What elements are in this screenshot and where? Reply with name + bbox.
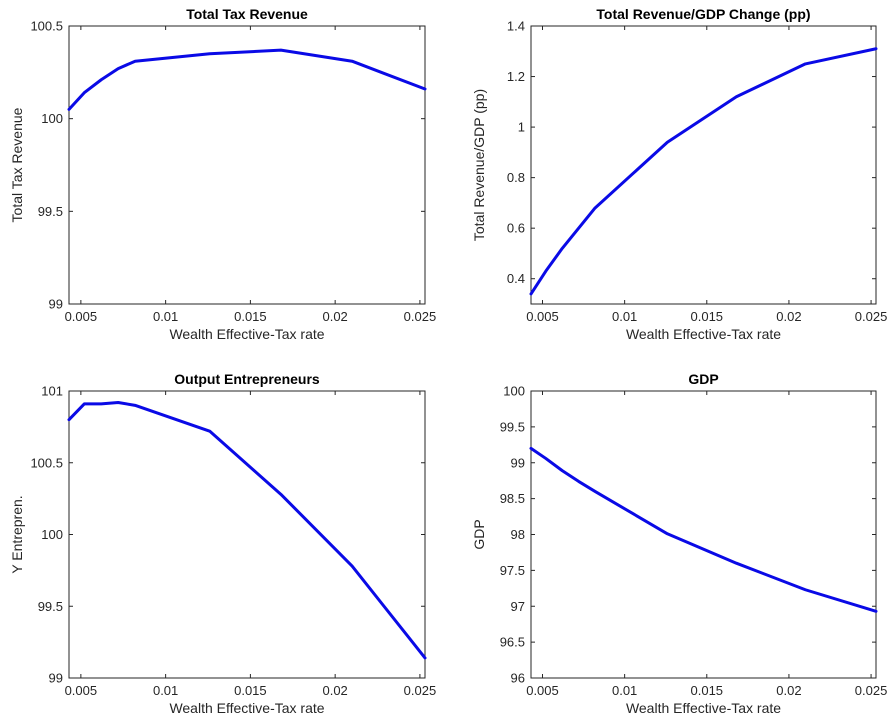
- chart-panel-4: 0.005 0.01 0.015 0.02 0.025 96 96.5 97 97.5 98 98.…: [471, 371, 887, 715]
- x-tick-label: 0.01: [153, 309, 178, 324]
- chart-title: Total Tax Revenue: [186, 6, 308, 22]
- series-line: [67, 400, 427, 660]
- y-axis-label: GDP: [471, 519, 487, 549]
- y-axis-label: Total Revenue/GDP (pp): [471, 89, 487, 241]
- x-tick-label: 0.005: [526, 309, 559, 324]
- x-axis-label: Wealth Effective-Tax rate: [169, 700, 324, 715]
- x-tick-label: 0.005: [526, 683, 559, 698]
- y-tick-label: 97: [511, 599, 525, 614]
- x-tick-label: 0.025: [855, 309, 888, 324]
- series-line: [529, 47, 878, 296]
- x-axis-label: Wealth Effective-Tax rate: [626, 700, 781, 715]
- y-tick-label: 0.8: [507, 170, 525, 185]
- x-tick-label: 0.005: [65, 309, 98, 324]
- y-tick-label: 98: [511, 527, 525, 542]
- chart-title: Total Revenue/GDP Change (pp): [596, 6, 810, 22]
- x-tick-label: 0.015: [691, 683, 724, 698]
- x-tick-label: 0.025: [404, 309, 437, 324]
- y-tick-label: 1.2: [507, 69, 525, 84]
- x-axis-label: Wealth Effective-Tax rate: [626, 326, 781, 342]
- y-tick-label: 100: [41, 527, 63, 542]
- y-tick-label: 99: [49, 297, 63, 312]
- x-tick-label: 0.005: [65, 683, 98, 698]
- y-tick-label: 98.5: [500, 491, 525, 506]
- series-line: [67, 48, 427, 111]
- chart-panel-2: 0.005 0.01 0.015 0.02 0.025 0.4 0.6 0.8 1 1.2 1.4 T…: [471, 6, 887, 342]
- y-tick-label: 1: [518, 120, 525, 135]
- y-tick-label: 1.4: [507, 19, 525, 34]
- y-tick-label: 99.5: [500, 419, 525, 434]
- x-tick-label: 0.02: [322, 309, 347, 324]
- x-tick-label: 0.02: [776, 683, 801, 698]
- x-tick-label: 0.01: [153, 683, 178, 698]
- y-axis-label: Total Tax Revenue: [9, 107, 25, 222]
- y-axis-label: Y Entrepren.: [9, 495, 25, 573]
- y-tick-label: 100.5: [30, 19, 63, 34]
- x-tick-label: 0.02: [776, 309, 801, 324]
- x-tick-label: 0.015: [234, 683, 267, 698]
- x-tick-label: 0.015: [234, 309, 267, 324]
- y-tick-label: 100.5: [30, 455, 63, 470]
- x-tick-label: 0.015: [691, 309, 724, 324]
- y-tick-label: 96.5: [500, 635, 525, 650]
- chart-panel-1: 0.005 0.01 0.015 0.02 0.025 99 99.5 100 100.5 Tot…: [9, 6, 436, 342]
- plot-area-frame: [68, 390, 426, 679]
- y-tick-label: 0.4: [507, 271, 525, 286]
- y-tick-label: 99: [511, 455, 525, 470]
- y-tick-label: 96: [511, 671, 525, 686]
- chart-panel-3: 0.005 0.01 0.015 0.02 0.025 99 99.5 100 100.5 101…: [9, 371, 436, 715]
- y-tick-label: 0.6: [507, 221, 525, 236]
- plot-area-frame: [68, 25, 426, 305]
- y-tick-label: 100: [41, 111, 63, 126]
- y-tick-label: 97.5: [500, 563, 525, 578]
- plot-area-frame: [530, 25, 877, 305]
- plot-area-frame: [530, 390, 877, 679]
- y-tick-label: 100: [503, 384, 525, 399]
- x-tick-label: 0.02: [322, 683, 347, 698]
- x-tick-label: 0.01: [612, 309, 637, 324]
- y-tick-label: 99.5: [38, 599, 63, 614]
- x-tick-label: 0.025: [855, 683, 888, 698]
- x-tick-label: 0.01: [612, 683, 637, 698]
- chart-title: GDP: [688, 371, 718, 387]
- y-tick-label: 99: [49, 671, 63, 686]
- series-line: [529, 446, 878, 613]
- x-axis-label: Wealth Effective-Tax rate: [169, 326, 324, 342]
- y-tick-label: 101: [41, 384, 63, 399]
- chart-title: Output Entrepreneurs: [174, 371, 320, 387]
- x-tick-label: 0.025: [404, 683, 437, 698]
- y-tick-label: 99.5: [38, 204, 63, 219]
